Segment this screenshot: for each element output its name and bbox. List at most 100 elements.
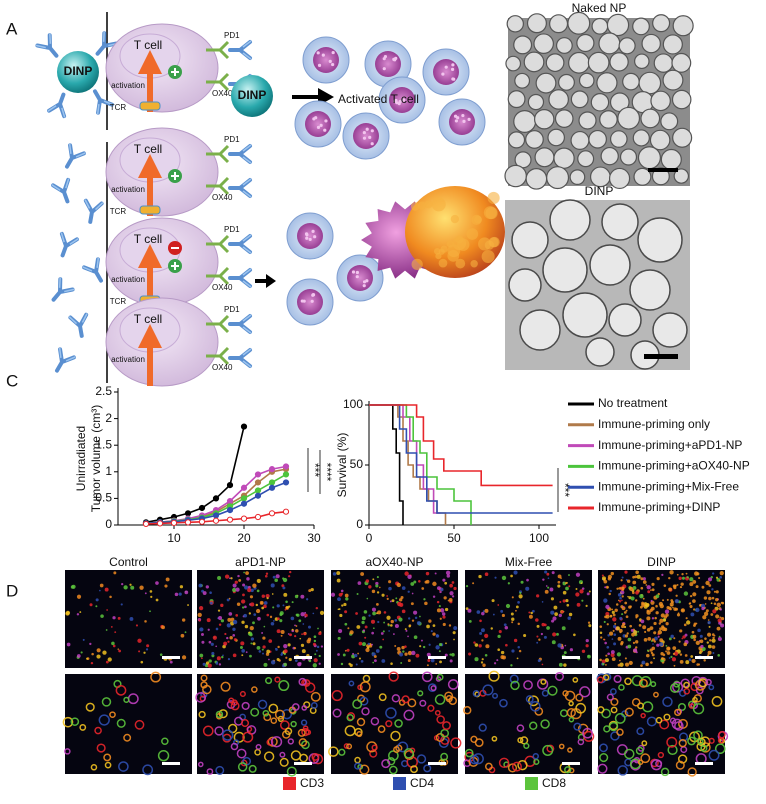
cell-signal [619,659,621,662]
nanoparticle-image [671,52,692,73]
cell-signal [607,652,611,656]
cell-signal [66,642,71,647]
cell-signal [579,686,591,698]
cell-signal [228,612,233,616]
cell-signal [198,710,206,719]
data-point [142,520,150,528]
antibody [68,312,89,338]
cell-signal [599,743,608,753]
cell-signal [377,620,380,624]
cell-signal [246,577,250,581]
cell-signal [660,613,665,618]
cell-signal [89,603,93,607]
blob-texture [410,202,420,211]
cell-signal [617,765,629,776]
cell-signal [149,590,153,593]
cell-signal [304,615,307,618]
cell-signal [65,610,71,615]
cell-signal [336,578,341,583]
cell-signal [604,641,607,645]
antibody-shape [96,100,114,115]
cell-signal [202,662,206,666]
cell-signal [601,659,606,664]
cell-signal [632,580,637,585]
cell-signal [428,643,431,646]
cell-signal [266,597,269,600]
cell-signal [241,620,245,624]
cell-signal [651,617,655,620]
cell-signal [637,759,644,766]
cell-signal [174,592,179,597]
cell-signal [407,659,411,663]
cell-signal [341,604,344,607]
cell-signal [200,633,204,637]
cell-signal [627,644,632,649]
cell-signal [562,590,567,595]
antibody-shape [82,257,103,283]
cell-signal [685,617,688,620]
data-point [198,518,206,525]
cell-signal [575,592,580,597]
cell-signal [449,653,452,656]
cell-signal [344,649,347,652]
signal-sign [171,262,179,270]
cell-signal [647,637,652,641]
data-point [184,510,192,517]
cell-signal [283,653,286,656]
cell-signal [372,661,375,664]
cell-signal [719,571,724,576]
cell-signal [497,604,500,606]
legend-label: Immune-priming+aPD1-NP [598,438,742,452]
cell-signal [620,579,623,582]
cell-signal [113,571,117,575]
cell-signal [491,599,495,603]
nucleus-texture [370,129,374,133]
cell-signal [150,671,162,683]
cell-signal [557,574,562,579]
activated-cell-nucleus [375,51,401,77]
survival-curve [369,404,472,525]
cell-signal [215,662,219,665]
cell-signal [532,752,539,760]
cell-signal [646,585,651,590]
cell-signal [568,700,574,707]
cell-signal [657,630,663,635]
cell-signal [229,635,233,640]
cell-signal [642,597,645,600]
cell-signal [624,601,628,605]
cell-signal [424,580,428,584]
cell-signal [510,612,514,616]
antibody [51,277,75,302]
data-point [226,516,234,523]
cell-signal [255,743,262,750]
cell-signal [270,660,276,665]
cell-signal [500,650,505,655]
cell-signal [99,583,104,588]
cell-signal [645,584,648,586]
cell-signal [554,671,565,681]
y-tick-label: 0 [105,517,112,531]
cell-signal [106,609,108,611]
cell-signal [164,584,168,588]
antibody [93,89,114,115]
cell-signal [601,708,611,719]
cell-signal [710,602,713,605]
nucleus-texture [304,232,309,236]
cell-signal [603,598,608,603]
cell-signal [708,584,712,587]
cell-signal [290,616,295,621]
nucleus-texture [319,123,323,127]
activated-cell-nucleus [297,223,323,249]
cell-signal [364,636,367,639]
cell-signal [707,620,711,625]
cell-signal [242,583,246,587]
antibody [228,234,252,254]
cell-signal [146,644,150,648]
cell-signal [344,593,349,598]
cell-signal [507,582,511,585]
cell-signal [700,603,706,609]
cell-signal [396,646,401,651]
cell-signal [535,618,539,622]
nucleus-texture [382,67,386,71]
cell-signal [653,631,657,635]
